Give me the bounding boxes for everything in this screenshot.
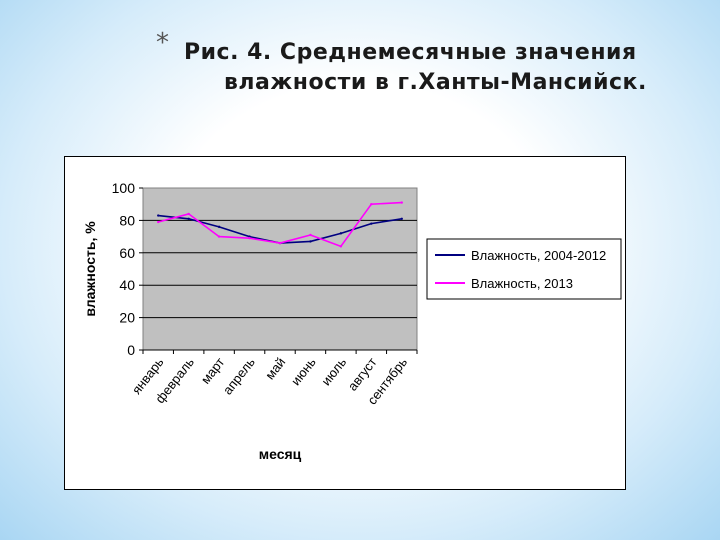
data-point-series-2 (248, 237, 251, 240)
chart-frame: 0 20 40 60 80 100 январь февраль март апрель май и… (64, 156, 626, 490)
x-tick-label: апрель (220, 354, 258, 397)
data-point-series-1 (309, 240, 312, 243)
plot-area (142, 187, 418, 351)
data-point-series-1 (217, 225, 221, 229)
data-point-series-1 (339, 232, 343, 235)
data-point-series-1 (400, 217, 403, 220)
y-tick-label: 60 (119, 245, 135, 261)
title-line-2: влажности в г.Ханты-Мансийск. (224, 70, 647, 95)
y-axis-label: влажность, % (82, 221, 98, 317)
y-tick-label: 40 (119, 277, 135, 293)
data-point-series-2 (278, 241, 282, 245)
y-tick-label: 80 (119, 212, 135, 228)
title-line-1: Рис. 4. Среднемесячные значения (184, 40, 637, 65)
x-axis-label: месяц (259, 446, 302, 462)
y-tick-label: 20 (119, 310, 135, 326)
legend: Влажность, 2004-2012 Влажность, 2013 (426, 238, 622, 300)
legend-box (426, 238, 622, 300)
x-tick-label: май (262, 355, 288, 383)
data-point-series-2 (157, 220, 160, 224)
legend-label-series-2: Влажность, 2013 (471, 276, 573, 291)
data-point-series-2 (339, 245, 343, 248)
y-tick-label: 100 (112, 180, 136, 196)
title-bullet: * (156, 28, 170, 58)
x-tick-label: июнь (288, 354, 319, 388)
legend-label-series-1: Влажность, 2004-2012 (471, 248, 606, 263)
data-point-series-1 (187, 217, 190, 220)
y-tick-label: 0 (127, 342, 135, 358)
data-point-series-1 (157, 214, 160, 217)
data-point-series-2 (400, 201, 403, 204)
data-point-series-2 (370, 203, 373, 206)
data-point-series-2 (309, 233, 312, 237)
data-point-series-1 (370, 222, 373, 225)
data-point-series-2 (217, 235, 221, 238)
x-tick-label: март (198, 355, 228, 387)
data-point-series-2 (187, 212, 190, 216)
